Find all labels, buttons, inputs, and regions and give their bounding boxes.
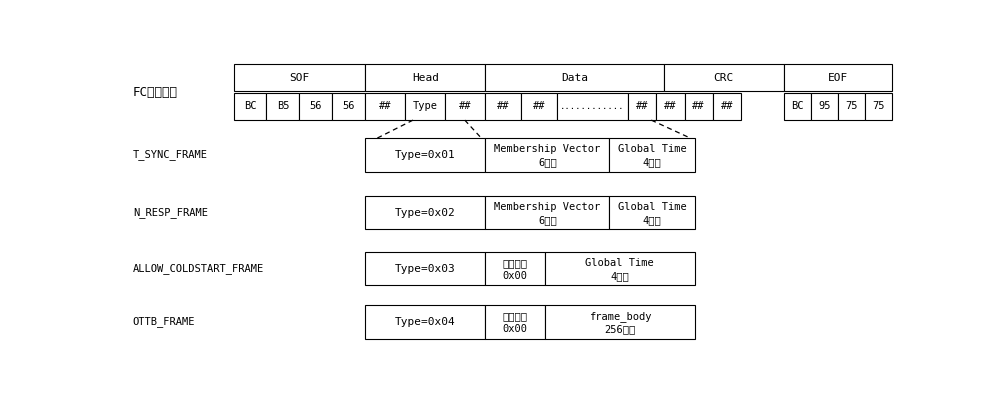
Text: 0x00: 0x00 [503, 324, 528, 334]
Bar [521, 93, 557, 120]
Bar [685, 93, 713, 120]
Text: Membership Vector: Membership Vector [494, 202, 600, 212]
Text: ##: ## [497, 101, 509, 112]
Bar [365, 305, 485, 338]
Bar [784, 64, 892, 91]
Text: ##: ## [692, 101, 705, 112]
Text: ##: ## [533, 101, 545, 112]
Bar [485, 305, 545, 338]
Text: BC: BC [791, 101, 804, 112]
Text: BC: BC [244, 101, 256, 112]
Bar [485, 252, 545, 285]
Bar [485, 64, 664, 91]
Text: 4字节: 4字节 [643, 215, 661, 225]
Text: SOF: SOF [289, 72, 310, 83]
Text: 保留字段: 保留字段 [503, 311, 528, 321]
Bar [266, 93, 299, 120]
Bar [445, 93, 485, 120]
Bar [545, 252, 695, 285]
Text: 6字节: 6字节 [538, 215, 557, 225]
Text: Global Time: Global Time [585, 258, 654, 268]
Bar [865, 93, 892, 120]
Text: Type=0x01: Type=0x01 [395, 150, 456, 160]
Text: T_SYNC_FRAME: T_SYNC_FRAME [133, 150, 208, 160]
Text: ##: ## [721, 101, 733, 112]
Text: EOF: EOF [828, 72, 848, 83]
Text: 4字节: 4字节 [610, 271, 629, 281]
Text: 6字节: 6字节 [538, 157, 557, 167]
Bar [784, 93, 811, 120]
Text: B5: B5 [277, 101, 289, 112]
Bar [545, 305, 695, 338]
Text: N_RESP_FRAME: N_RESP_FRAME [133, 207, 208, 218]
Text: Type=0x02: Type=0x02 [395, 208, 456, 217]
Text: ALLOW_COLDSTART_FRAME: ALLOW_COLDSTART_FRAME [133, 263, 264, 274]
Text: 56: 56 [343, 101, 355, 112]
Bar [664, 64, 784, 91]
Bar [365, 252, 485, 285]
Bar [628, 93, 656, 120]
Bar [811, 93, 838, 120]
Text: 保留字段: 保留字段 [503, 258, 528, 268]
Text: Global Time: Global Time [618, 202, 686, 212]
Text: ##: ## [379, 101, 392, 112]
Text: 75: 75 [872, 101, 885, 112]
Bar [365, 138, 485, 172]
Bar [485, 196, 609, 229]
Text: Global Time: Global Time [618, 144, 686, 154]
Text: FC帧的格式: FC帧的格式 [133, 85, 178, 98]
Text: CRC: CRC [714, 72, 734, 83]
Text: ##: ## [636, 101, 648, 112]
Text: frame_body: frame_body [589, 311, 651, 322]
Bar [713, 93, 741, 120]
Text: 256字节: 256字节 [604, 324, 635, 334]
Text: Data: Data [561, 72, 588, 83]
Text: Membership Vector: Membership Vector [494, 144, 600, 154]
Bar [838, 93, 865, 120]
Text: 4字节: 4字节 [643, 157, 661, 167]
Text: Head: Head [412, 72, 439, 83]
Text: ##: ## [664, 101, 677, 112]
Bar [485, 138, 609, 172]
Bar [365, 93, 405, 120]
Bar [299, 93, 332, 120]
Text: OTTB_FRAME: OTTB_FRAME [133, 316, 195, 327]
Bar [234, 93, 266, 120]
Text: ##: ## [459, 101, 472, 112]
Text: Type: Type [413, 101, 438, 112]
Bar [332, 93, 365, 120]
Bar [485, 93, 521, 120]
Text: Type=0x04: Type=0x04 [395, 317, 456, 327]
Text: Type=0x03: Type=0x03 [395, 264, 456, 274]
Bar [609, 138, 695, 172]
Bar [656, 93, 685, 120]
Text: ............: ............ [560, 102, 625, 111]
Bar [405, 93, 445, 120]
Text: 56: 56 [310, 101, 322, 112]
Text: 0x00: 0x00 [503, 271, 528, 281]
Text: 95: 95 [818, 101, 831, 112]
Bar [365, 196, 485, 229]
Bar [365, 64, 485, 91]
Text: 75: 75 [845, 101, 858, 112]
Bar [557, 93, 628, 120]
Bar [609, 196, 695, 229]
Bar [234, 64, 365, 91]
